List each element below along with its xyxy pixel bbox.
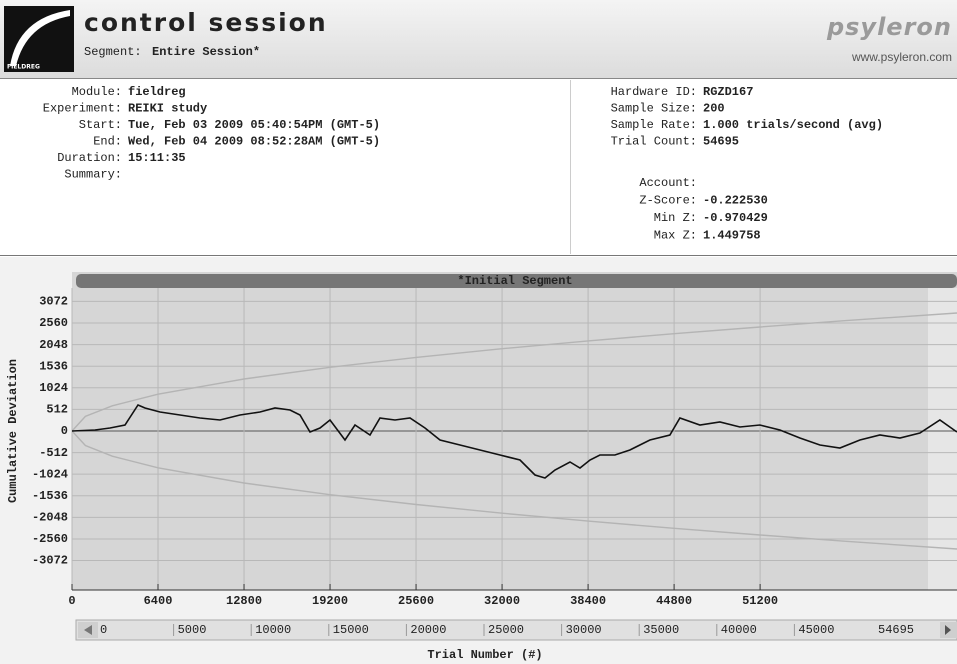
info-value: Tue, Feb 03 2009 05:40:54PM (GMT-5) [128, 118, 380, 132]
scroll-label: 20000 [410, 623, 446, 637]
scroll-label: 15000 [333, 623, 369, 637]
info-value: fieldreg [128, 85, 186, 99]
scroll-label: 45000 [798, 623, 834, 637]
scroll-right-arrow [945, 625, 951, 635]
info-value: -0.970429 [703, 211, 768, 225]
y-tick-label: 1024 [39, 381, 68, 395]
y-tick-label: 0 [61, 424, 68, 438]
y-tick-label: -2560 [32, 532, 68, 546]
info-label: Min Z: [654, 211, 697, 225]
info-label: Max Z: [654, 229, 697, 243]
x-tick-label: 25600 [398, 594, 434, 608]
y-tick-label: 2560 [39, 316, 68, 330]
scrollbar-track [75, 619, 957, 641]
info-value: REIKI study [128, 102, 207, 116]
info-label: Duration: [57, 151, 122, 165]
info-label: Start: [79, 118, 122, 132]
x-tick-label: 6400 [144, 594, 173, 608]
scroll-label: 5000 [178, 623, 207, 637]
x-axis-label: Trial Number (#) [427, 648, 542, 662]
y-axis-label: Cumulative Deviation [6, 359, 20, 503]
info-panel: Module: fieldreg Experiment: REIKI study Sta… [43, 85, 883, 243]
segment-value: Entire Session* [152, 45, 260, 59]
scroll-label: 30000 [566, 623, 602, 637]
info-label: Account: [639, 176, 697, 190]
info-label: Trial Count: [611, 135, 697, 149]
segment-label: Segment: [84, 45, 142, 59]
y-tick-label: -512 [39, 446, 68, 460]
scroll-label: 10000 [255, 623, 291, 637]
y-tick-label: -1536 [32, 489, 68, 503]
info-value: -0.222530 [703, 194, 768, 208]
url: www.psyleron.com [851, 50, 952, 64]
info-value: 15:11:35 [128, 151, 186, 165]
scroll-label: 35000 [643, 623, 679, 637]
series-line [71, 403, 957, 479]
logo-curve [10, 10, 70, 66]
segment-title: *Initial Segment [457, 274, 572, 288]
info-value: 1.000 trials/second (avg) [703, 118, 883, 132]
info-label: Hardware ID: [611, 85, 697, 99]
y-tick-label: 1536 [39, 359, 68, 373]
info-value: RGZD167 [703, 85, 753, 99]
info-label: Module: [72, 85, 122, 99]
info-value: 54695 [703, 135, 739, 149]
header-bar [0, 0, 957, 78]
series-line [71, 430, 957, 550]
y-tick-label: -1024 [32, 467, 68, 481]
info-label: Summary: [64, 168, 122, 182]
segment-bar [76, 274, 957, 288]
scroll-label: 40000 [721, 623, 757, 637]
info-value: Wed, Feb 04 2009 08:52:28AM (GMT-5) [128, 135, 380, 149]
y-tick-label: 512 [46, 403, 68, 417]
y-tick-label: 3072 [39, 295, 68, 309]
info-value: 200 [703, 102, 725, 116]
info-label: Sample Rate: [611, 118, 697, 132]
info-value: 1.449758 [703, 229, 761, 243]
x-tick-label: 32000 [484, 594, 520, 608]
scroll-label: 54695 [878, 623, 914, 637]
x-tick-label: 38400 [570, 594, 606, 608]
brand: psyleron [826, 13, 952, 41]
logo-text: FIELDREG [7, 64, 40, 71]
series-line [71, 312, 957, 432]
x-tick-label: 51200 [742, 594, 778, 608]
plot-area-tail [928, 288, 957, 590]
info-label: Z-Score: [639, 194, 697, 208]
x-tick-label: 44800 [656, 594, 692, 608]
y-tick-label: -2048 [32, 511, 68, 525]
scroll-label: 0 [100, 623, 107, 637]
info-label: Experiment: [43, 102, 122, 116]
info-label: Sample Size: [611, 102, 697, 116]
x-tick-label: 0 [68, 594, 75, 608]
y-tick-label: 2048 [39, 338, 68, 352]
scroll-left-arrow [84, 625, 92, 635]
x-tick-label: 12800 [226, 594, 262, 608]
chart: *Initial Segment307225602048153610245120… [0, 257, 957, 664]
scroll-label: 25000 [488, 623, 524, 637]
title: control session [84, 8, 328, 37]
x-tick-label: 19200 [312, 594, 348, 608]
y-tick-label: -3072 [32, 554, 68, 568]
info-label: End: [93, 135, 122, 149]
